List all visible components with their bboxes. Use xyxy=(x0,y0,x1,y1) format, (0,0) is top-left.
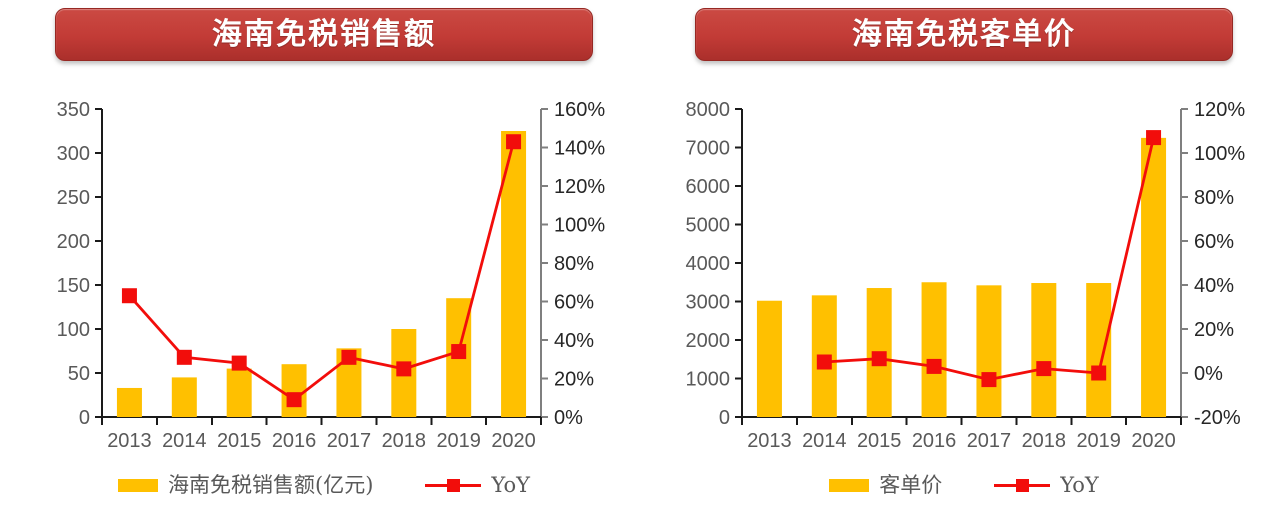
svg-text:150: 150 xyxy=(57,275,90,297)
price-title-banner: 海南免税客单价 xyxy=(695,8,1233,61)
svg-text:120%: 120% xyxy=(554,176,605,198)
svg-text:40%: 40% xyxy=(554,330,594,352)
svg-text:50: 50 xyxy=(68,363,90,385)
svg-text:6000: 6000 xyxy=(686,176,731,198)
svg-text:160%: 160% xyxy=(554,99,605,121)
svg-text:2020: 2020 xyxy=(491,430,536,452)
sales-chart-title: 海南免税销售额 xyxy=(212,17,436,51)
svg-text:120%: 120% xyxy=(1194,99,1245,121)
legend-label-price-yoy: YoY xyxy=(1060,472,1099,497)
legend-item-sales-yoy: YoY xyxy=(425,472,530,497)
bar-swatch-icon xyxy=(829,478,870,492)
legend-item-sales-bar: 海南免税销售额(亿元) xyxy=(118,472,374,497)
svg-text:100: 100 xyxy=(57,319,90,341)
svg-text:0: 0 xyxy=(719,407,730,429)
legend-label-sales-bar: 海南免税销售额(亿元) xyxy=(168,472,374,497)
svg-text:3000: 3000 xyxy=(686,292,731,314)
chart-panel-price: 海南免税客单价 0 1000 2000 3000 4000 5000 6000 7000 800… xyxy=(652,8,1276,509)
svg-text:20%: 20% xyxy=(554,369,594,391)
svg-text:-20%: -20% xyxy=(1194,407,1241,429)
svg-text:2014: 2014 xyxy=(802,430,847,452)
legend-item-price-yoy: YoY xyxy=(994,472,1099,497)
svg-text:80%: 80% xyxy=(554,253,594,275)
svg-text:2000: 2000 xyxy=(686,330,731,352)
svg-text:60%: 60% xyxy=(1194,231,1234,253)
sales-title-banner: 海南免税销售额 xyxy=(55,8,593,61)
svg-text:100%: 100% xyxy=(1194,143,1245,165)
svg-text:2016: 2016 xyxy=(272,430,317,452)
svg-text:80%: 80% xyxy=(1194,187,1234,209)
svg-text:2018: 2018 xyxy=(382,430,427,452)
svg-text:2020: 2020 xyxy=(1131,430,1176,452)
svg-text:2019: 2019 xyxy=(436,430,481,452)
svg-text:140%: 140% xyxy=(554,138,605,160)
svg-text:60%: 60% xyxy=(554,292,594,314)
price-chart-canvas: 0 1000 2000 3000 4000 5000 6000 7000 8000 -20% 0% 2… xyxy=(686,99,1246,452)
svg-text:5000: 5000 xyxy=(686,215,731,237)
svg-text:2017: 2017 xyxy=(327,430,372,452)
svg-text:0%: 0% xyxy=(1194,363,1223,385)
svg-text:2018: 2018 xyxy=(1022,430,1067,452)
line-marker-swatch-icon xyxy=(425,478,482,492)
svg-text:2019: 2019 xyxy=(1076,430,1121,452)
svg-text:2013: 2013 xyxy=(747,430,792,452)
price-chart-title: 海南免税客单价 xyxy=(852,17,1076,51)
legend-label-sales-yoy: YoY xyxy=(491,472,530,497)
svg-text:2015: 2015 xyxy=(857,430,902,452)
svg-text:7000: 7000 xyxy=(686,138,731,160)
chart-panel-sales: 海南免税销售额 0 50 100 150 200 250 300 350 0% 20% 40% 60%… xyxy=(12,8,636,509)
svg-text:250: 250 xyxy=(57,187,90,209)
svg-text:20%: 20% xyxy=(1194,319,1234,341)
svg-text:2016: 2016 xyxy=(912,430,957,452)
bar-swatch-icon xyxy=(118,478,159,492)
svg-text:0%: 0% xyxy=(554,407,583,429)
svg-text:100%: 100% xyxy=(554,215,605,237)
legend-item-price-bar: 客单价 xyxy=(829,472,943,497)
svg-text:1000: 1000 xyxy=(686,369,731,391)
sales-chart-canvas: 0 50 100 150 200 250 300 350 0% 20% 40% 60% 80% 100% 1… xyxy=(57,99,606,452)
price-chart-legend: 客单价 YoY xyxy=(652,466,1276,504)
svg-text:2015: 2015 xyxy=(217,430,262,452)
line-marker-swatch-icon xyxy=(994,478,1051,492)
svg-text:2013: 2013 xyxy=(107,430,152,452)
svg-text:8000: 8000 xyxy=(686,99,731,121)
svg-text:0: 0 xyxy=(79,407,90,429)
svg-text:40%: 40% xyxy=(1194,275,1234,297)
svg-text:4000: 4000 xyxy=(686,253,731,275)
svg-text:300: 300 xyxy=(57,143,90,165)
svg-text:350: 350 xyxy=(57,99,90,121)
legend-label-price-bar: 客单价 xyxy=(879,472,943,497)
svg-text:2017: 2017 xyxy=(967,430,1012,452)
svg-text:200: 200 xyxy=(57,231,90,253)
svg-text:2014: 2014 xyxy=(162,430,207,452)
sales-chart-legend: 海南免税销售额(亿元) YoY xyxy=(12,466,636,504)
